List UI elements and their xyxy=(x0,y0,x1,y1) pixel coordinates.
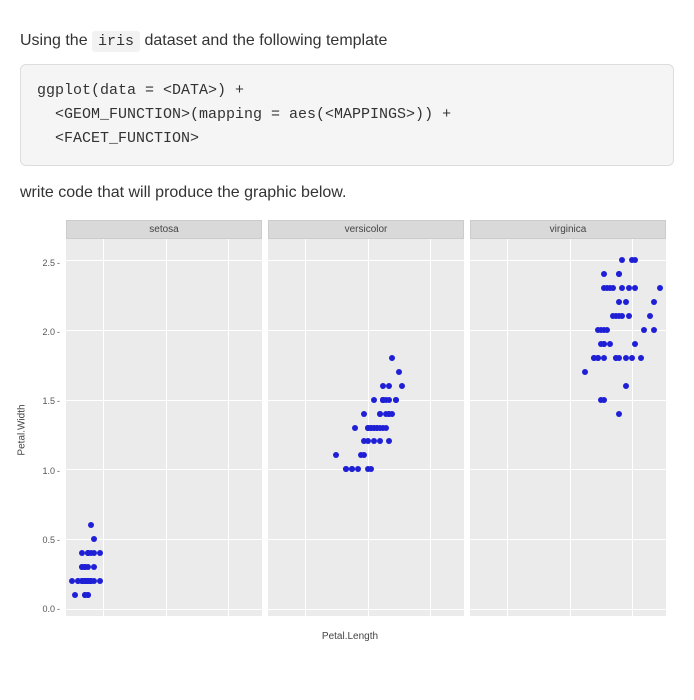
scatter-point xyxy=(72,592,78,598)
scatter-point xyxy=(632,285,638,291)
scatter-point xyxy=(591,355,597,361)
scatter-point xyxy=(380,397,386,403)
scatter-point xyxy=(371,438,377,444)
code-template-block: ggplot(data = <DATA>) + <GEOM_FUNCTION>(… xyxy=(20,64,674,166)
scatter-point xyxy=(97,550,103,556)
scatter-point xyxy=(91,536,97,542)
scatter-point xyxy=(619,257,625,263)
facet-panel: 246 xyxy=(66,239,262,616)
scatter-point xyxy=(629,355,635,361)
scatter-point xyxy=(393,397,399,403)
facet-strip: setosa xyxy=(66,220,262,239)
scatter-point xyxy=(343,466,349,472)
inline-code-iris: iris xyxy=(92,31,140,52)
facet-panel: 246 xyxy=(268,239,464,616)
facet-scatter-figure: Petal.Width Petal.Length 0.0-0.5-1.0-1.5… xyxy=(30,220,670,640)
scatter-point xyxy=(352,425,358,431)
scatter-point xyxy=(79,550,85,556)
scatter-point xyxy=(333,452,339,458)
y-tick: 0.5- xyxy=(42,535,60,545)
scatter-point xyxy=(638,355,644,361)
x-axis-label: Petal.Length xyxy=(322,631,378,642)
scatter-point xyxy=(368,466,374,472)
y-axis-label: Petal.Width xyxy=(17,404,28,455)
scatter-point xyxy=(601,355,607,361)
scatter-point xyxy=(647,313,653,319)
scatter-point xyxy=(371,397,377,403)
scatter-point xyxy=(82,592,88,598)
y-tick: 1.5- xyxy=(42,396,60,406)
scatter-point xyxy=(657,285,663,291)
scatter-point xyxy=(383,425,389,431)
scatter-point xyxy=(355,466,361,472)
scatter-point xyxy=(623,299,629,305)
scatter-point xyxy=(396,369,402,375)
scatter-point xyxy=(616,271,622,277)
scatter-point xyxy=(613,355,619,361)
scatter-point xyxy=(386,397,392,403)
facet-strip: versicolor xyxy=(268,220,464,239)
scatter-point xyxy=(601,397,607,403)
scatter-point xyxy=(598,341,604,347)
scatter-point xyxy=(595,327,601,333)
scatter-point xyxy=(380,383,386,389)
scatter-point xyxy=(88,522,94,528)
scatter-point xyxy=(651,327,657,333)
intro-post: dataset and the following template xyxy=(140,32,387,49)
scatter-point xyxy=(82,564,88,570)
y-tick: 2.5- xyxy=(42,258,60,268)
scatter-point xyxy=(623,355,629,361)
scatter-point xyxy=(69,578,75,584)
scatter-point xyxy=(365,438,371,444)
scatter-point xyxy=(389,355,395,361)
scatter-point xyxy=(399,383,405,389)
scatter-point xyxy=(383,411,389,417)
facet-virginica: virginica246 xyxy=(470,220,666,616)
intro-pre: Using the xyxy=(20,32,92,49)
scatter-point xyxy=(619,285,625,291)
scatter-point xyxy=(616,313,622,319)
y-tick: 2.0- xyxy=(42,327,60,337)
scatter-point xyxy=(607,341,613,347)
scatter-point xyxy=(82,578,88,584)
scatter-point xyxy=(626,313,632,319)
scatter-point xyxy=(358,452,364,458)
scatter-point xyxy=(386,438,392,444)
facet-strip: virginica xyxy=(470,220,666,239)
scatter-point xyxy=(377,411,383,417)
scatter-point xyxy=(604,285,610,291)
scatter-point xyxy=(85,550,91,556)
scatter-point xyxy=(616,299,622,305)
scatter-point xyxy=(641,327,647,333)
scatter-point xyxy=(610,313,616,319)
scatter-point xyxy=(361,411,367,417)
scatter-point xyxy=(626,285,632,291)
scatter-point xyxy=(368,425,374,431)
scatter-point xyxy=(632,257,638,263)
scatter-point xyxy=(601,271,607,277)
scatter-point xyxy=(389,411,395,417)
scatter-point xyxy=(374,425,380,431)
scatter-point xyxy=(651,299,657,305)
intro-text: Using the iris dataset and the following… xyxy=(20,32,674,50)
scatter-point xyxy=(632,341,638,347)
y-tick: 1.0- xyxy=(42,466,60,476)
scatter-point xyxy=(610,285,616,291)
facet-setosa: setosa246 xyxy=(66,220,262,616)
scatter-point xyxy=(377,438,383,444)
y-axis-ticks: 0.0- 0.5- 1.0- 1.5- 2.0- 2.5- xyxy=(30,242,64,616)
y-tick: 0.0- xyxy=(42,604,60,614)
prompt-text: write code that will produce the graphic… xyxy=(20,184,674,202)
scatter-point xyxy=(349,466,355,472)
scatter-point xyxy=(91,564,97,570)
facet-panel: 246 xyxy=(470,239,666,616)
scatter-point xyxy=(604,327,610,333)
facet-versicolor: versicolor246 xyxy=(268,220,464,616)
scatter-point xyxy=(616,411,622,417)
scatter-point xyxy=(623,383,629,389)
facet-row: setosa246versicolor246virginica246 xyxy=(66,220,666,616)
scatter-point xyxy=(386,383,392,389)
scatter-point xyxy=(582,369,588,375)
scatter-point xyxy=(97,578,103,584)
